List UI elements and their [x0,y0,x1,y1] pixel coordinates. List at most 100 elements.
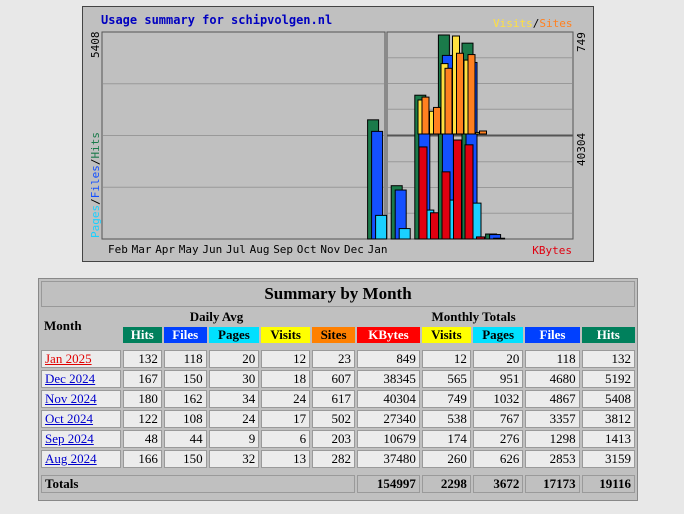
main-gridlines [103,83,384,188]
table-row: Aug 2024 166 150 32 13 282 37480 260 626 2853 3159 [41,450,635,468]
visits-scale-label: 749 [575,32,588,52]
table-row: Jan 2025 132 118 20 12 23 849 12 20 118 132 [41,350,635,368]
col-monthly-kbytes: KBytes [356,327,420,343]
month-cell: Oct 2024 [41,410,121,428]
value-cell: 118 [525,350,580,368]
sites-bar-oct [444,67,453,135]
legend-visits: Visits [493,17,533,30]
col-monthly-hits: Hits [581,327,635,343]
legend-sep: / [89,198,102,205]
value-cell: 5408 [581,390,635,408]
month-link[interactable]: Dec 2024 [45,371,96,386]
value-cell: 37480 [356,450,420,468]
table-title-row: Summary by Month [41,281,635,307]
sites-bar-dec [467,54,476,135]
daily-avg-header: Daily Avg [122,309,311,325]
value-cell: 12 [421,350,471,368]
main-scale-label: 5408 [89,32,102,59]
value-cell: 9 [208,430,260,448]
total-files: 17173 [525,475,580,493]
month-label-jan: Jan [368,243,388,256]
month-axis-labels: Feb Mar Apr May Jun Jul Aug Sep Oct Nov Dec Jan [108,243,387,256]
value-cell: 24 [261,390,311,408]
visits-sites-legend: Visits/Sites [493,17,573,30]
total-visits: 2298 [421,475,471,493]
value-cell: 23 [312,350,355,368]
kbytes-bar-aug [418,146,428,240]
col-monthly-sites: Sites [312,327,355,343]
month-cell: Sep 2024 [41,430,121,448]
month-link[interactable]: Aug 2024 [45,451,97,466]
month-cell: Nov 2024 [41,390,121,408]
table-title: Summary by Month [41,281,635,307]
month-label-aug: Aug [250,243,270,256]
value-cell: 2853 [525,450,580,468]
legend-hits: Hits [89,132,102,159]
value-cell: 1298 [525,430,580,448]
kbytes-scale-label: 40304 [575,133,588,166]
value-cell: 174 [421,430,471,448]
month-link[interactable]: Sep 2024 [45,431,94,446]
spacer-row [41,345,635,348]
value-cell: 951 [472,370,524,388]
legend-pages: Pages [89,205,102,238]
month-cell: Dec 2024 [41,370,121,388]
pages-bar-aug [375,214,388,240]
col-daily-hits: Hits [122,327,162,343]
value-cell: 108 [163,410,207,428]
month-cell: Jan 2025 [41,350,121,368]
total-hits: 19116 [581,475,635,493]
summary-by-month-table: Summary by Month Month Daily Avg Monthly… [38,278,638,501]
kbytes-bar-dec [464,144,474,240]
value-cell: 150 [163,370,207,388]
value-cell: 13 [261,450,311,468]
legend-files: Files [89,165,102,198]
value-cell: 849 [356,350,420,368]
value-cell: 607 [312,370,355,388]
spacer-row [41,470,635,473]
value-cell: 626 [472,450,524,468]
visits-sites-bars [417,35,487,135]
value-cell: 4867 [525,390,580,408]
kbytes-legend: KBytes [532,244,572,257]
value-cell: 12 [261,350,311,368]
value-cell: 34 [208,390,260,408]
value-cell: 32 [208,450,260,468]
month-link[interactable]: Nov 2024 [45,391,97,406]
value-cell: 17 [261,410,311,428]
value-cell: 48 [122,430,162,448]
value-cell: 282 [312,450,355,468]
month-link[interactable]: Oct 2024 [45,411,94,426]
totals-label: Totals [41,475,355,493]
col-daily-visits: Visits [261,327,311,343]
value-cell: 20 [472,350,524,368]
divider [41,345,635,348]
month-header: Month [41,309,121,343]
value-cell: 617 [312,390,355,408]
value-cell: 27340 [356,410,420,428]
value-cell: 162 [163,390,207,408]
month-label-feb: Feb [108,243,128,256]
col-monthly-visits: Visits [421,327,471,343]
month-label-nov: Nov [320,243,340,256]
month-link[interactable]: Jan 2025 [45,351,92,366]
value-cell: 5192 [581,370,635,388]
monthly-totals-header: Monthly Totals [312,309,635,325]
month-rows: Jan 2025 132 118 20 12 23 849 12 20 118 132 Dec 202… [41,350,635,468]
col-monthly-files: Files [525,327,580,343]
month-label-jun: Jun [202,243,222,256]
value-cell: 6 [261,430,311,448]
legend-sites: Sites [539,17,572,30]
table-row: Sep 2024 48 44 9 6 203 10679 174 276 1298 1413 [41,430,635,448]
table-group-row: Month Daily Avg Monthly Totals [41,309,635,343]
table-row: Oct 2024 122 108 24 17 502 27340 538 767 3357 3812 [41,410,635,428]
value-cell: 30 [208,370,260,388]
value-cell: 44 [163,430,207,448]
col-daily-files: Files [163,327,207,343]
value-cell: 1413 [581,430,635,448]
sites-bar-jan [479,130,487,135]
sites-bar-nov [456,52,464,135]
kbytes-bar-jan [476,236,485,240]
kbytes-bar-oct [441,171,451,240]
col-daily-pages: Pages [208,327,260,343]
